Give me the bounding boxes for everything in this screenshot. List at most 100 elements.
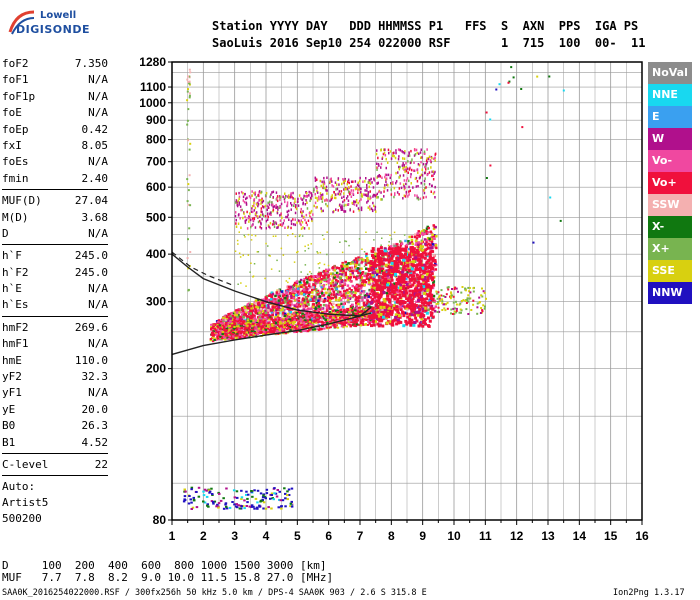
echo-point [352, 210, 355, 213]
echo-point [407, 247, 411, 251]
echo-point [307, 294, 310, 298]
echo-point [327, 281, 331, 285]
echo-point [239, 324, 242, 327]
echo-point [425, 232, 428, 235]
echo-point [232, 337, 235, 340]
echo-point [398, 155, 400, 158]
echo-point [254, 328, 257, 331]
param-label: fmin [2, 171, 29, 185]
echo-point [286, 210, 288, 213]
echo-point [333, 265, 336, 267]
echo-point [369, 296, 373, 299]
echo-point [310, 209, 313, 213]
echo-point [355, 276, 358, 279]
echo-point [264, 330, 267, 333]
echo-point [227, 319, 230, 322]
echo-point [303, 227, 306, 230]
echo-point [372, 209, 374, 213]
param-value: N/A [88, 337, 108, 351]
echo-point [266, 208, 268, 212]
echo-point [324, 324, 327, 327]
echo-point [242, 317, 246, 321]
echo-point [249, 322, 252, 325]
echo-point [410, 235, 414, 238]
echo-point [340, 325, 344, 328]
echo-point [311, 219, 313, 223]
echo-point [362, 180, 364, 183]
echo-point [432, 294, 436, 298]
echo-point [297, 291, 301, 294]
echo-point [218, 324, 221, 327]
echo-point [521, 126, 524, 129]
echo-point [219, 335, 222, 338]
echo-point [408, 167, 411, 171]
echo-point [270, 317, 273, 320]
echo-point [425, 159, 428, 162]
echo-point [356, 288, 360, 292]
echo-point [273, 298, 276, 301]
echo-point [265, 297, 268, 300]
echo-point [532, 241, 535, 244]
echo-point [235, 331, 238, 334]
echo-point [321, 193, 324, 196]
echo-point [417, 241, 420, 244]
echo-point [294, 197, 296, 201]
echo-point [321, 321, 324, 324]
echo-point [269, 298, 273, 301]
echo-point [467, 313, 470, 315]
echo-point [237, 199, 239, 203]
echo-point [193, 499, 196, 502]
echo-point [395, 245, 398, 248]
echo-point [369, 292, 372, 296]
echo-point [291, 317, 294, 319]
echo-point [536, 75, 539, 78]
echo-point [355, 200, 357, 204]
echo-point [187, 139, 190, 142]
echo-point [255, 211, 258, 214]
echo-point [216, 324, 219, 327]
echo-point [430, 166, 432, 169]
echo-point [300, 285, 303, 289]
echo-point [392, 304, 396, 307]
echo-point [269, 212, 271, 216]
echo-point [242, 254, 244, 257]
echo-point [283, 315, 287, 317]
echo-point [383, 195, 385, 198]
echo-point [277, 307, 280, 310]
echo-point [270, 507, 273, 510]
echo-point [371, 286, 375, 289]
echo-point [361, 194, 363, 197]
echo-point [320, 210, 323, 213]
echo-point [437, 302, 440, 305]
echo-point [317, 272, 320, 276]
echo-point [242, 312, 245, 315]
echo-point [316, 278, 319, 281]
echo-point [214, 329, 218, 332]
echo-point [416, 232, 419, 235]
echo-point [221, 321, 225, 324]
echo-point [392, 181, 394, 184]
echo-point [324, 278, 327, 281]
echo-point [348, 279, 351, 281]
echo-point [335, 318, 338, 321]
echo-point [246, 324, 249, 327]
echo-point [365, 194, 368, 197]
echo-point [251, 205, 254, 208]
echo-point [408, 179, 410, 183]
echo-point [455, 309, 458, 312]
echo-point [327, 304, 330, 308]
echo-point [321, 234, 324, 236]
echo-point [428, 155, 431, 158]
echo-point [318, 277, 320, 280]
echo-point [381, 157, 383, 160]
echo-point [297, 323, 300, 326]
echo-point [329, 180, 331, 184]
echo-point [481, 310, 484, 313]
echo-point [366, 256, 369, 260]
echo-point [309, 323, 312, 326]
echo-point [268, 225, 270, 229]
echo-point [290, 487, 294, 490]
echo-point [325, 291, 328, 294]
echo-point [295, 280, 299, 283]
echo-point [453, 310, 456, 313]
